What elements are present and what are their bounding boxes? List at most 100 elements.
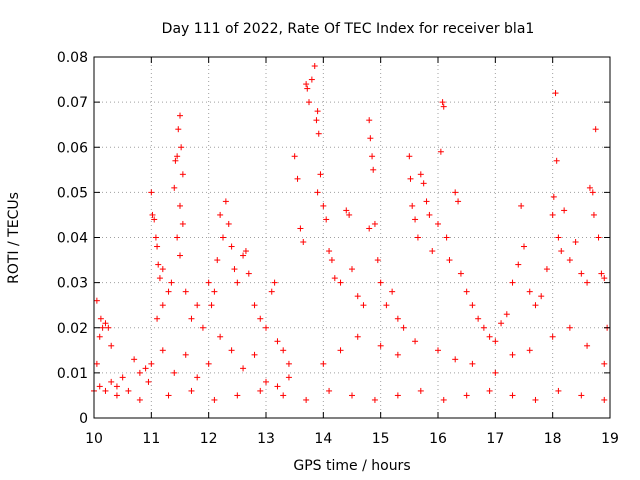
data-point [543,266,550,273]
data-point [159,347,166,354]
data-point [93,360,100,367]
data-point [154,315,161,322]
grid [94,57,610,418]
data-point [97,315,104,322]
data-point [231,266,238,273]
data-point [174,234,181,241]
data-point [394,351,401,358]
data-point [409,202,416,209]
data-point [156,275,163,282]
data-point [417,171,424,178]
data-point [366,225,373,232]
data-point [370,166,377,173]
data-point [251,302,258,309]
data-point [155,261,162,268]
data-point [420,180,427,187]
data-point [274,383,281,390]
y-tick-label: 0.07 [57,95,88,111]
data-point [323,216,330,223]
data-point [240,365,247,372]
data-point [360,302,367,309]
data-point [222,198,229,205]
data-point [234,279,241,286]
data-point [142,365,149,372]
data-point [96,383,103,390]
data-point [601,360,608,367]
data-point [217,211,224,218]
data-point [532,302,539,309]
data-point [108,342,115,349]
data-point [469,360,476,367]
data-point [337,347,344,354]
x-tick-label: 14 [314,431,332,447]
data-point [377,279,384,286]
data-point [590,211,597,218]
data-point [280,347,287,354]
data-point [377,342,384,349]
x-tick-label: 10 [85,431,103,447]
data-point [102,320,109,327]
data-point [165,392,172,399]
data-point [136,369,143,376]
data-point [598,270,605,277]
data-point [498,320,505,327]
data-point [171,184,178,191]
data-point [320,202,327,209]
data-point [518,202,525,209]
data-point [553,157,560,164]
data-point [354,293,361,300]
data-point [429,248,436,255]
data-point [174,153,181,160]
data-point [280,392,287,399]
data-point [346,211,353,218]
y-tick-label: 0.08 [57,50,88,66]
data-point [228,347,235,354]
data-point [343,207,350,214]
y-tick-label: 0.06 [57,140,88,156]
data-point [304,85,311,92]
x-tick-label: 11 [142,431,160,447]
data-point [311,63,318,70]
data-point [274,338,281,345]
data-point [315,130,322,137]
data-point [300,239,307,246]
data-point [225,220,232,227]
x-tick-label: 17 [486,431,504,447]
data-point [371,396,378,403]
data-point [550,193,557,200]
data-point [188,315,195,322]
data-point [263,378,269,385]
data-point [558,248,565,255]
data-point [480,324,487,331]
y-tick-label: 0.01 [57,366,88,382]
data-point [93,297,100,304]
data-point [234,392,241,399]
data-point [99,324,106,331]
data-point [268,288,275,295]
y-tick-label: 0 [79,411,88,427]
data-point [263,324,269,331]
data-point [188,387,195,394]
y-tick-label: 0.03 [57,276,88,292]
data-point [148,360,155,367]
data-point [105,324,112,331]
data-point [337,279,344,286]
data-point [389,288,396,295]
data-point [578,270,585,277]
data-point [509,351,516,358]
data-point [383,302,390,309]
data-point [211,288,218,295]
data-point [314,108,321,115]
data-point [435,347,441,354]
data-point [303,81,310,88]
data-point [440,103,447,110]
chart-title: Day 111 of 2022, Rate Of TEC Index for r… [162,21,535,37]
data-point [172,157,179,164]
data-point [566,257,573,264]
data-point [175,126,182,133]
data-point [469,302,476,309]
data-point [452,356,459,363]
y-tick-label: 0.05 [57,185,88,201]
data-point [131,356,138,363]
data-point [414,234,421,241]
